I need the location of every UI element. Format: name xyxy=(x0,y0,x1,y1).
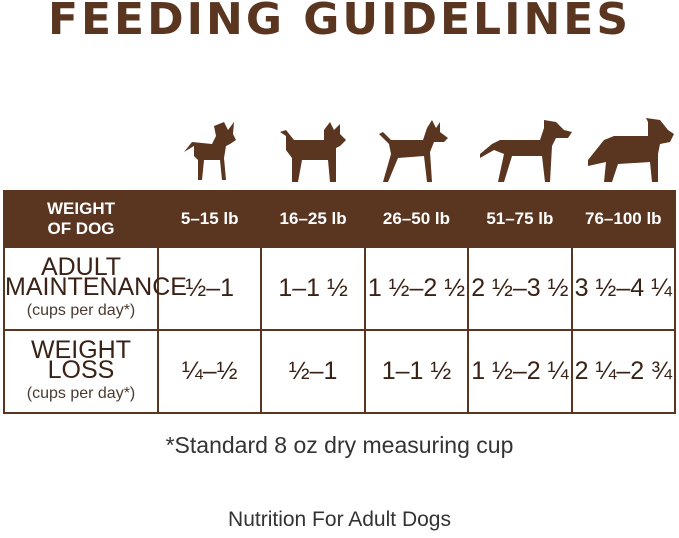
table-row-adult-maintenance: ADULT MAINTENANCE (cups per day*) ½–1 1–1 … xyxy=(3,246,677,331)
cell: 3 ½–4 ¼ xyxy=(570,246,677,331)
page-title: FEEDING GUIDELINES xyxy=(47,0,632,45)
cell: ½–1 xyxy=(156,246,263,331)
cell: 2 ½–3 ½ xyxy=(467,246,573,331)
cell: 1 ½–2 ¼ xyxy=(467,329,573,414)
cell: ½–1 xyxy=(260,329,366,414)
weight-col-header: 26–50 lb xyxy=(363,190,470,248)
cell: 2 ¼–2 ¾ xyxy=(570,329,677,414)
row-label: WEIGHT LOSS (cups per day*) xyxy=(3,329,159,414)
small-dog-icon xyxy=(184,122,236,180)
feeding-table: WEIGHT OF DOG 5–15 lb 16–25 lb 26–50 lb 5… xyxy=(3,190,677,414)
table-header-row: WEIGHT OF DOG 5–15 lb 16–25 lb 26–50 lb 5… xyxy=(3,190,677,248)
cell: 1 ½–2 ½ xyxy=(363,246,470,331)
weight-col-header: 51–75 lb xyxy=(467,190,573,248)
cell: ¼–½ xyxy=(156,329,263,414)
weight-col-header: 5–15 lb xyxy=(156,190,263,248)
giant-dog-icon xyxy=(588,118,674,182)
subtitle: Nutrition For Adult Dogs xyxy=(228,508,451,531)
large-dog-icon xyxy=(480,120,572,182)
table-row-weight-loss: WEIGHT LOSS (cups per day*) ¼–½ ½–1 1–1 ½ … xyxy=(3,329,677,414)
weight-col-header: 76–100 lb xyxy=(570,190,677,248)
weight-col-header: 16–25 lb xyxy=(260,190,366,248)
medium-dog-icon xyxy=(379,120,448,182)
cell: 1–1 ½ xyxy=(260,246,366,331)
weight-of-dog-label: WEIGHT OF DOG xyxy=(3,190,159,248)
terrier-dog-icon xyxy=(280,122,346,182)
row-label: ADULT MAINTENANCE (cups per day*) xyxy=(3,246,187,331)
footnote: *Standard 8 oz dry measuring cup xyxy=(165,432,514,458)
cell: 1–1 ½ xyxy=(363,329,470,414)
